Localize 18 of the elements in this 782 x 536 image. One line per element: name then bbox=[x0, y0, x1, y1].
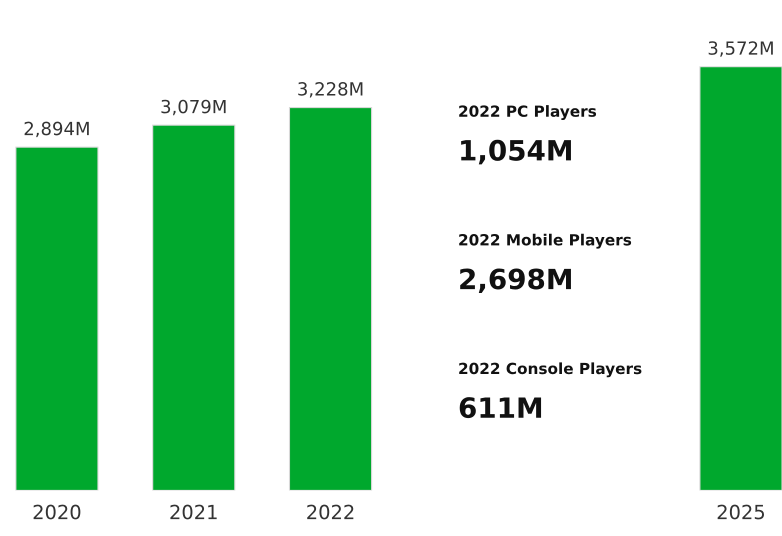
x-tick-label: 2025 bbox=[718, 504, 764, 520]
annotation: 2022 PC Players bbox=[459, 105, 596, 120]
bar bbox=[15, 146, 99, 490]
annotation: 2022 Mobile Players bbox=[459, 234, 632, 249]
data-label: 3,572M bbox=[708, 41, 773, 57]
bar bbox=[152, 124, 236, 490]
data-label: 2,894M bbox=[24, 122, 89, 138]
x-tick-label: 2022 bbox=[307, 504, 354, 520]
x-tick-label: 2020 bbox=[34, 504, 80, 520]
annotation: 1,054M bbox=[461, 140, 571, 164]
annotation: 2022 Console Players bbox=[459, 362, 642, 378]
annotation: 611M bbox=[460, 397, 542, 418]
bar bbox=[699, 66, 782, 490]
x-tick-label: 2021 bbox=[170, 504, 217, 520]
annotation: 2,698M bbox=[460, 268, 571, 294]
bar bbox=[288, 106, 372, 490]
data-label: 3,079M bbox=[161, 100, 226, 116]
data-label: 3,228M bbox=[298, 82, 362, 98]
